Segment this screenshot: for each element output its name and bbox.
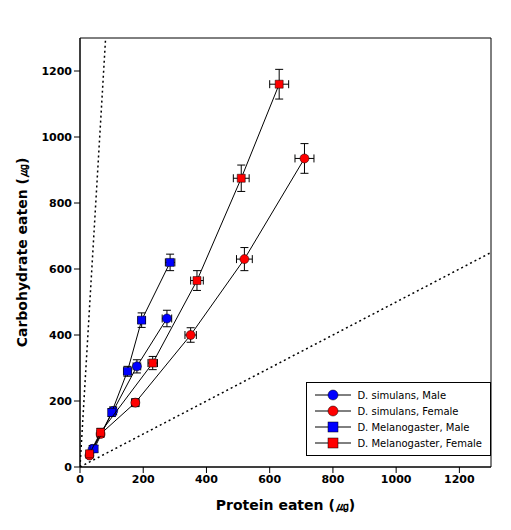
svg-text:200: 200 bbox=[132, 473, 155, 486]
svg-text:200: 200 bbox=[49, 395, 72, 408]
svg-text:1200: 1200 bbox=[444, 473, 475, 486]
svg-text:0: 0 bbox=[76, 473, 84, 486]
svg-text:600: 600 bbox=[258, 473, 281, 486]
svg-text:400: 400 bbox=[195, 473, 218, 486]
svg-text:400: 400 bbox=[49, 329, 72, 342]
html-text:D. simulans, Male: D. simulans, Male bbox=[357, 389, 446, 401]
svg-text:Protein eaten (㎍): Protein eaten (㎍) bbox=[216, 497, 355, 513]
svg-text:800: 800 bbox=[49, 197, 72, 210]
html-text:D. simulans, Female: D. simulans, Female bbox=[357, 405, 459, 417]
html-text:D. Melanogaster, Female: D. Melanogaster, Female bbox=[357, 437, 482, 449]
svg-text:800: 800 bbox=[321, 473, 344, 486]
svg-text:Carbohydrate eaten (㎍): Carbohydrate eaten (㎍) bbox=[14, 158, 30, 348]
svg-text:600: 600 bbox=[49, 263, 72, 276]
svg-text:1000: 1000 bbox=[41, 131, 72, 144]
svg-text:1000: 1000 bbox=[381, 473, 412, 486]
svg-text:1200: 1200 bbox=[41, 65, 72, 78]
html-text:D. Melanogaster, Male: D. Melanogaster, Male bbox=[357, 421, 470, 433]
svg-text:0: 0 bbox=[64, 461, 72, 474]
